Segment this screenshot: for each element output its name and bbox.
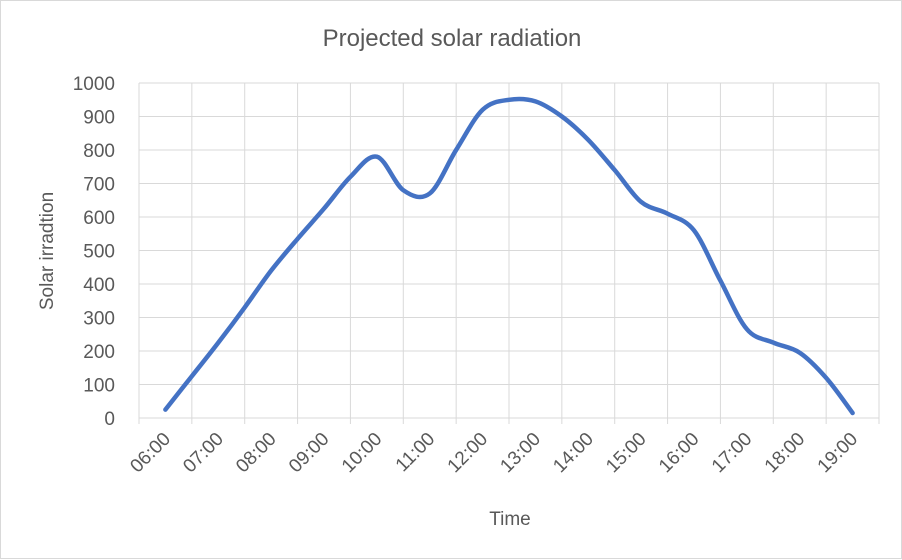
x-tick-label: 12:00	[444, 429, 492, 477]
x-tick-labels: 06:00 07:00 08:00 09:00 10:00 11:00 12:00 13:00…	[126, 429, 862, 477]
x-tick-label: 16:00	[655, 429, 703, 477]
gridlines	[138, 82, 880, 424]
y-tick-label: 600	[83, 208, 115, 229]
x-tick-label: 06:00	[126, 429, 174, 477]
x-tick-label: 07:00	[179, 429, 227, 477]
y-tick-label: 800	[83, 141, 115, 162]
y-tick-label: 0	[104, 409, 115, 430]
x-tick-label: 17:00	[708, 429, 756, 477]
x-tick-label: 18:00	[761, 429, 809, 477]
x-tick-label: 15:00	[602, 429, 650, 477]
y-tick-label: 1000	[73, 74, 115, 95]
y-tick-label: 500	[83, 242, 115, 263]
y-tick-labels: 0 100 200 300 400 500 600 700 800 900 1000	[73, 74, 115, 430]
y-tick-label: 400	[83, 275, 115, 296]
y-tick-label: 200	[83, 342, 115, 363]
chart-title: Projected solar radiation	[323, 25, 582, 52]
x-tick-label: 09:00	[285, 429, 333, 477]
y-axis-title: Solar irradtion	[37, 192, 58, 310]
y-tick-label: 100	[83, 376, 115, 397]
series-line-solar-irradiation	[163, 96, 855, 416]
x-tick-label: 14:00	[549, 429, 597, 477]
x-tick-label: 10:00	[338, 429, 386, 477]
x-tick-label: 13:00	[496, 429, 544, 477]
x-tick-label: 19:00	[814, 429, 862, 477]
x-axis-title: Time	[489, 509, 531, 530]
x-tick-label: 08:00	[232, 429, 280, 477]
x-tick-label: 11:00	[392, 429, 439, 476]
y-tick-label: 300	[83, 309, 115, 330]
y-tick-label: 900	[83, 108, 115, 129]
y-tick-label: 700	[83, 175, 115, 196]
